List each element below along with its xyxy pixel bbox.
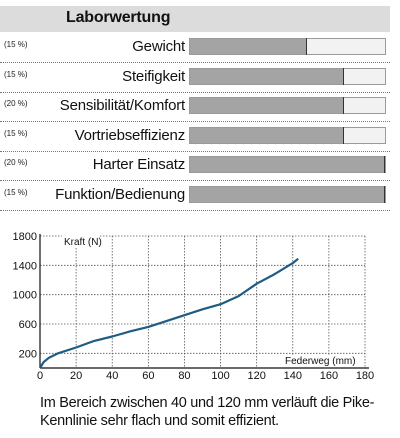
y-tick-label: 200	[19, 348, 37, 360]
rating-label: Steifigkeit	[122, 67, 185, 85]
rating-bar-fill	[190, 39, 307, 54]
rating-bar	[189, 126, 386, 144]
chart-caption: Im Bereich zwischen 40 und 120 mm verläu…	[40, 395, 375, 429]
rating-bar-end	[384, 185, 385, 203]
rating-label: Harter Einsatz	[92, 156, 185, 173]
rating-weight: (15 %)	[4, 40, 28, 49]
rating-label: Funktion/Bedienung	[55, 185, 185, 203]
rating-title: Laborwertung	[66, 9, 171, 26]
x-tick-label: 80	[178, 370, 190, 382]
x-tick-label: 120	[247, 370, 265, 382]
y-axis-title: Kraft (N)	[64, 237, 102, 248]
rating-bar-fill	[190, 127, 345, 143]
rating-bar-fill	[190, 186, 385, 202]
rating-bar	[189, 185, 386, 203]
y-tick-label: 1400	[13, 260, 37, 272]
y-tick-label: 600	[19, 319, 37, 331]
x-axis-title: Federweg (mm)	[285, 356, 356, 367]
x-tick-label: 40	[106, 370, 118, 382]
x-tick-label: 20	[70, 370, 82, 382]
y-tick-label: 1800	[13, 231, 37, 243]
rating-header: Laborwertung	[0, 6, 390, 32]
rating-label: Sensibilität/Komfort	[59, 97, 185, 114]
rating-row: (15 %) Steifigkeit	[0, 63, 390, 93]
series-line	[39, 257, 299, 369]
rating-bar-fill	[190, 157, 385, 172]
rating-label: Vortriebseffizienz	[74, 126, 186, 144]
rating-row: (15 %) Funktion/Bedienung	[0, 181, 390, 211]
rating-weight: (15 %)	[4, 69, 28, 79]
rating-bar-end	[343, 126, 345, 144]
spring-curve-chart: 0 20 40 60 80 100 120 140 160 180 200 600 1000 1400 18…	[13, 231, 375, 382]
rating-bar	[189, 97, 386, 114]
rating-row: (15 %) Gewicht	[0, 33, 390, 63]
x-axis-title-bg	[283, 355, 349, 367]
x-tick-label: 60	[142, 370, 154, 382]
rating-weight: (15 %)	[4, 128, 28, 138]
x-tick-label: 100	[211, 370, 229, 382]
x-tick-label: 180	[356, 370, 374, 382]
rating-row: (20 %) Harter Einsatz	[0, 151, 390, 181]
rating-weight: (15 %)	[4, 187, 28, 197]
rating-bar-end	[306, 38, 307, 55]
y-tick-label: 1000	[13, 290, 37, 302]
x-tick-label: 160	[320, 370, 338, 382]
rating-bar	[189, 156, 386, 173]
x-tick-label: 140	[284, 370, 302, 382]
rating-bar-fill	[190, 68, 345, 84]
rating-bar-fill	[190, 98, 345, 113]
rating-weight: (20 %)	[4, 158, 28, 167]
rating-bar	[189, 67, 386, 85]
rating-bar-end	[384, 156, 385, 173]
y-axis-title-bg	[62, 235, 100, 248]
rating-bar	[189, 38, 386, 55]
rating-bar-end	[343, 97, 345, 114]
rating-row: (20 %) Sensibilität/Komfort	[0, 92, 390, 122]
rating-weight: (20 %)	[4, 99, 28, 108]
rating-bar-end	[343, 67, 345, 85]
x-tick-label: 0	[37, 370, 43, 382]
rating-label: Gewicht	[132, 38, 185, 55]
rating-row: (15 %) Vortriebseffizienz	[0, 122, 390, 152]
